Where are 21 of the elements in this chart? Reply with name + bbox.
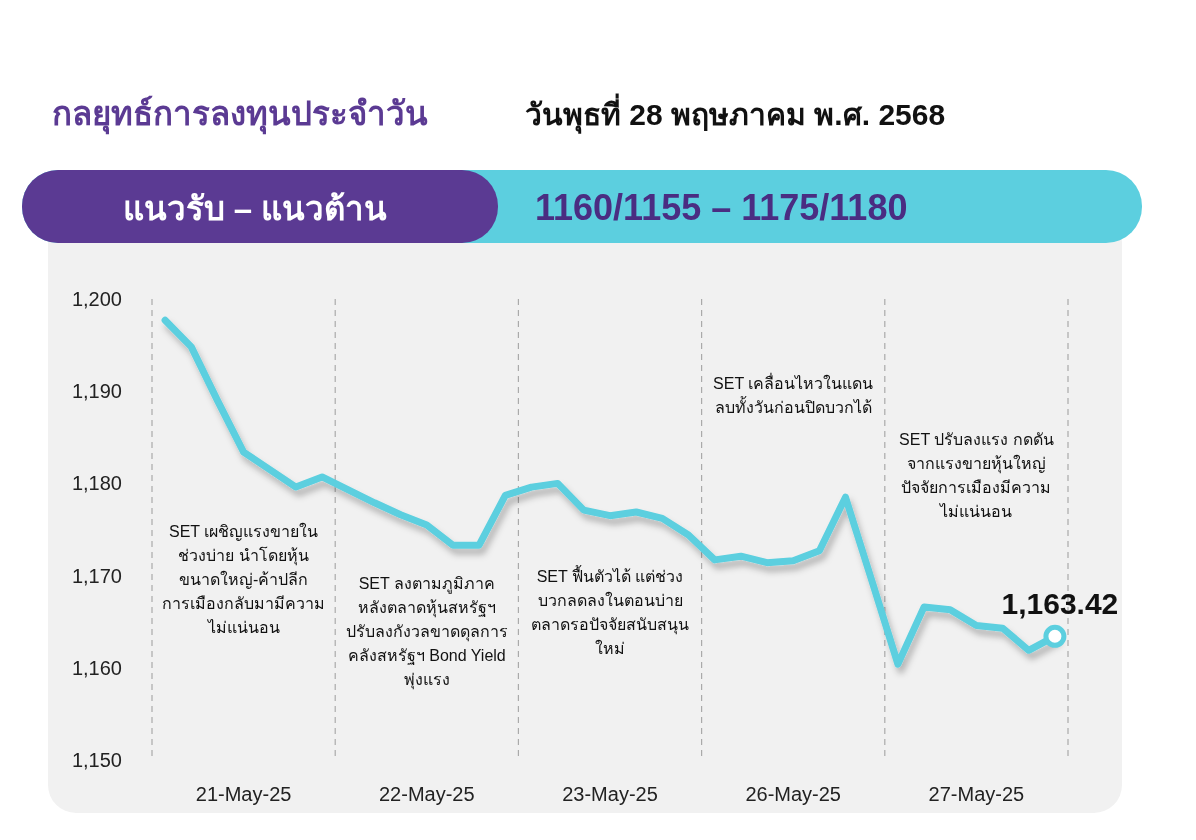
annotation: SET เคลื่อนไหวในแดนลบทั้งวันก่อนปิดบวกได้ (712, 372, 875, 418)
annotation: SET เผชิญแรงขายในช่วงบ่าย นำโดยหุ้นขนาดใหญ่-ค้าปลีก การเมืองกลับมามีความไม่แน่นอน (161, 521, 326, 638)
annotation: SET ฟื้นตัวได้ แต่ช่วงบวกลดลงในตอนบ่าย ตลาดรอปัจจัยสนับสนุนใหม่ (530, 565, 690, 659)
y-tick-label: 1,180 (71, 472, 122, 495)
x-tick-label: 23-May-25 (562, 783, 658, 805)
y-tick-label: 1,150 (71, 749, 122, 771)
y-tick-label: 1,170 (71, 564, 122, 587)
chart-title: กลยุทธ์การลงทุนประจำวัน (52, 95, 428, 135)
data-label: 1,163.42 (1001, 587, 1119, 621)
y-tick-label: 1,200 (71, 288, 122, 310)
x-tick-label: 26-May-25 (745, 783, 841, 805)
x-tick-label: 27-May-25 (928, 783, 1025, 805)
text: แนวรับ – แนวต้าน (122, 190, 388, 227)
x-tick-label: 22-May-25 (379, 783, 475, 805)
y-tick-label: 1,190 (71, 380, 122, 403)
text: 1160/1155 – 1175/1180 (535, 187, 908, 228)
annotation: SET ลงตามภูมิภาค หลังตลาดหุ้นสหรัฐฯ ปรับลงกังวลขาดดุลการคลังสหรัฐฯ Bond Yield พุ่งแรง (344, 574, 509, 692)
annotation: SET ปรับลงแรง กดดันจากแรงขายหุ้นใหญ่ ปัจจัยการเมืองมีความไม่แน่นอน (898, 430, 1055, 522)
chart-subtitle: วันพุธที่ 28 พฤษภาคม พ.ศ. 2568 (525, 93, 946, 134)
x-tick-label: 21-May-25 (195, 783, 292, 805)
y-tick-label: 1,160 (71, 656, 122, 679)
